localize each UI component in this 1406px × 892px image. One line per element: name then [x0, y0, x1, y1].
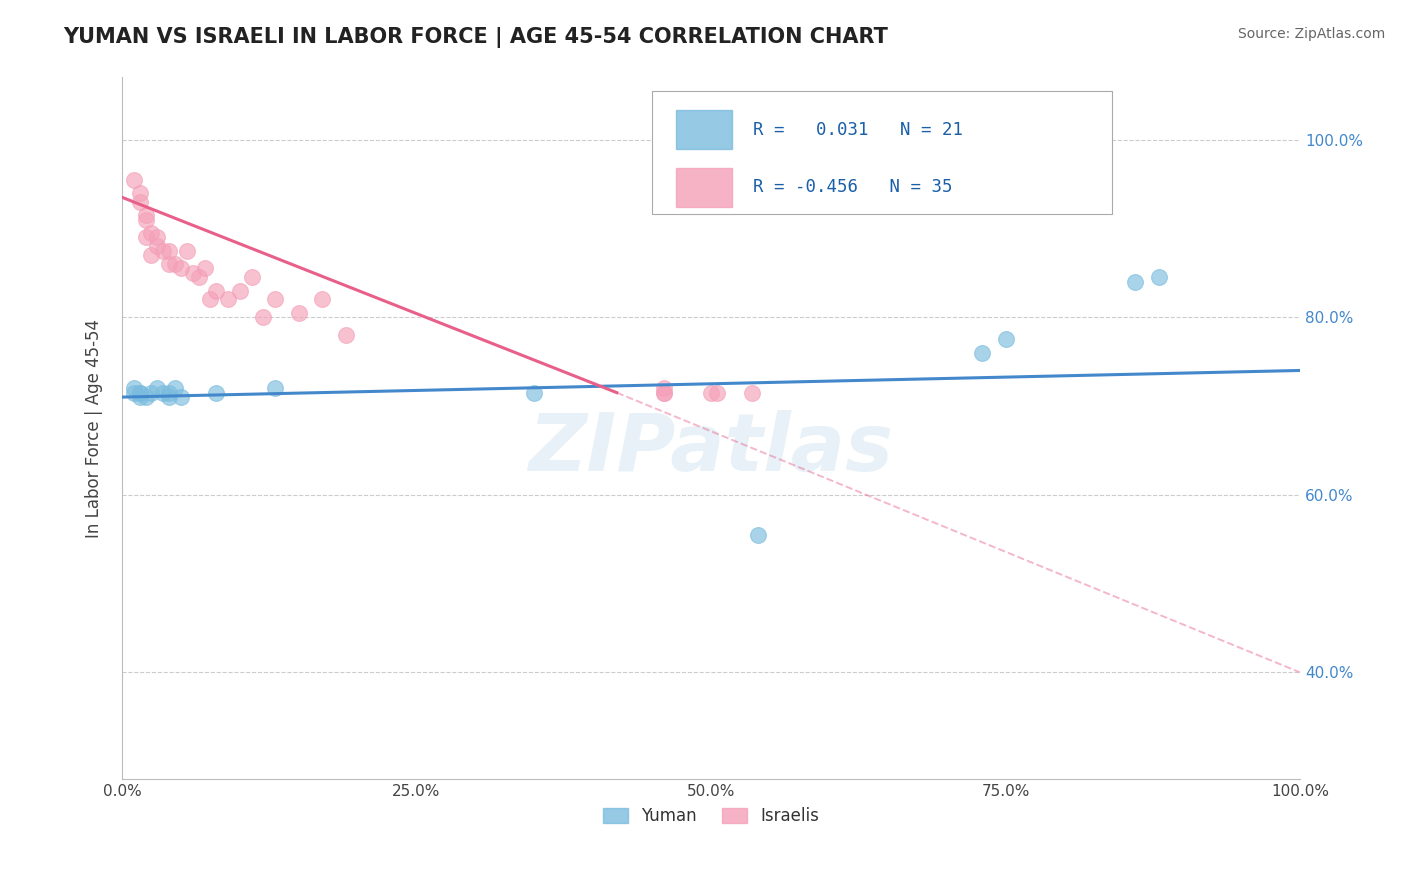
Point: [128, 390, 150, 404]
Point: [135, 230, 157, 244]
Point: [205, 385, 228, 400]
Point: [700, 385, 723, 400]
Point: [652, 385, 675, 400]
Text: R =   0.031   N = 21: R = 0.031 N = 21: [754, 120, 963, 138]
FancyBboxPatch shape: [652, 92, 1112, 214]
Point: [128, 194, 150, 209]
Point: [741, 385, 763, 400]
Point: [157, 385, 180, 400]
Point: [652, 385, 675, 400]
Point: [122, 381, 145, 395]
Point: [135, 212, 157, 227]
Legend: Yuman, Israelis: Yuman, Israelis: [595, 799, 828, 834]
Text: YUMAN VS ISRAELI IN LABOR FORCE | AGE 45-54 CORRELATION CHART: YUMAN VS ISRAELI IN LABOR FORCE | AGE 45…: [63, 27, 889, 48]
Point: [152, 385, 174, 400]
Point: [146, 239, 169, 253]
Point: [128, 385, 150, 400]
Point: [152, 244, 174, 258]
Point: [170, 261, 193, 276]
Point: [200, 293, 222, 307]
Point: [311, 293, 333, 307]
Point: [141, 248, 163, 262]
Point: [165, 257, 187, 271]
Point: [994, 332, 1017, 346]
Point: [146, 230, 169, 244]
Point: [240, 270, 263, 285]
Point: [187, 270, 209, 285]
Point: [1147, 270, 1170, 285]
Text: Source: ZipAtlas.com: Source: ZipAtlas.com: [1237, 27, 1385, 41]
Point: [205, 284, 228, 298]
Point: [523, 385, 546, 400]
Point: [1123, 275, 1146, 289]
Point: [181, 266, 204, 280]
Point: [141, 385, 163, 400]
Point: [970, 345, 993, 359]
Text: R = -0.456   N = 35: R = -0.456 N = 35: [754, 178, 953, 196]
Point: [176, 244, 198, 258]
Point: [165, 381, 187, 395]
Point: [141, 226, 163, 240]
Point: [135, 390, 157, 404]
Point: [264, 293, 287, 307]
Point: [335, 327, 357, 342]
Text: ZIPatlas: ZIPatlas: [529, 410, 894, 488]
Point: [193, 261, 215, 276]
Point: [122, 385, 145, 400]
Point: [157, 244, 180, 258]
Point: [128, 385, 150, 400]
Point: [264, 381, 287, 395]
Point: [128, 186, 150, 200]
Point: [135, 208, 157, 222]
Bar: [676, 168, 733, 207]
Point: [157, 390, 180, 404]
Point: [122, 172, 145, 186]
Point: [229, 284, 252, 298]
Y-axis label: In Labor Force | Age 45-54: In Labor Force | Age 45-54: [86, 318, 103, 538]
Point: [146, 381, 169, 395]
Point: [157, 257, 180, 271]
Point: [170, 390, 193, 404]
Point: [747, 527, 769, 541]
Point: [706, 385, 728, 400]
Point: [252, 310, 274, 325]
Point: [217, 293, 239, 307]
Point: [652, 381, 675, 395]
Bar: [676, 111, 733, 149]
Point: [287, 306, 309, 320]
